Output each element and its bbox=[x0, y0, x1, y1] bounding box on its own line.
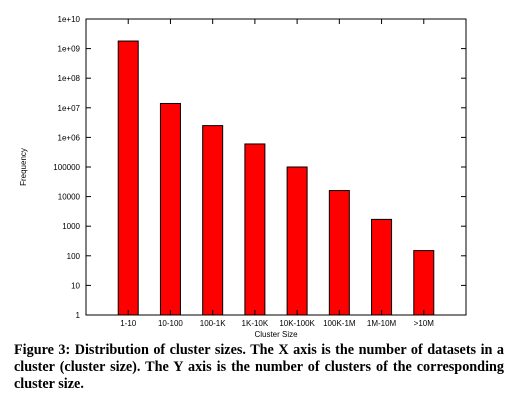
x-tick-label: 1-10 bbox=[120, 319, 137, 328]
plot-frame bbox=[85, 18, 467, 316]
y-tick-label: 100 bbox=[67, 252, 81, 261]
x-tick-label: 1M-10M bbox=[367, 319, 397, 328]
y-tick-label: 1e+10 bbox=[58, 15, 81, 24]
y-tick-label: 1e+08 bbox=[58, 74, 81, 83]
bar-chart: 1 10 100 1000 10000 100000 1e+06 1e+07 1e+08 1e+0… bbox=[19, 15, 467, 339]
x-tick-label: 10K-100K bbox=[279, 319, 315, 328]
y-ticks-group: 1 10 100 1000 10000 100000 1e+06 1e+07 1e+08 1e+0… bbox=[53, 15, 466, 320]
y-tick-label: 1e+06 bbox=[58, 133, 81, 142]
bar bbox=[413, 250, 435, 316]
bar bbox=[328, 190, 350, 316]
y-axis-label: Frequency bbox=[19, 148, 28, 186]
bar bbox=[159, 102, 181, 316]
bar bbox=[244, 143, 266, 316]
y-tick-label: 1e+07 bbox=[58, 104, 81, 113]
bar bbox=[371, 218, 393, 316]
y-tick-label: 1000 bbox=[62, 222, 80, 231]
x-tick-label: 100K-1M bbox=[323, 319, 356, 328]
bar bbox=[117, 40, 139, 316]
x-tick-label: 100-1K bbox=[200, 319, 226, 328]
y-tick-label: 100000 bbox=[53, 163, 80, 172]
x-tick-label: 10-100 bbox=[158, 319, 183, 328]
figure-caption: Figure 3: Distribution of cluster sizes.… bbox=[14, 342, 504, 392]
y-tick-label: 1e+09 bbox=[58, 45, 81, 54]
x-axis-label: Cluster Size bbox=[254, 330, 298, 339]
bar bbox=[202, 125, 224, 316]
bar bbox=[286, 166, 308, 316]
y-tick-label: 1 bbox=[76, 311, 81, 320]
bars-group bbox=[117, 40, 435, 316]
x-tick-label: >10M bbox=[414, 319, 435, 328]
x-ticks-group: 1-10 10-100 100-1K 1K-10K 10K-100K 100K-1M 1M-… bbox=[120, 19, 434, 328]
y-tick-label: 10 bbox=[71, 281, 80, 290]
x-tick-label: 1K-10K bbox=[242, 319, 269, 328]
y-tick-label: 10000 bbox=[58, 193, 81, 202]
